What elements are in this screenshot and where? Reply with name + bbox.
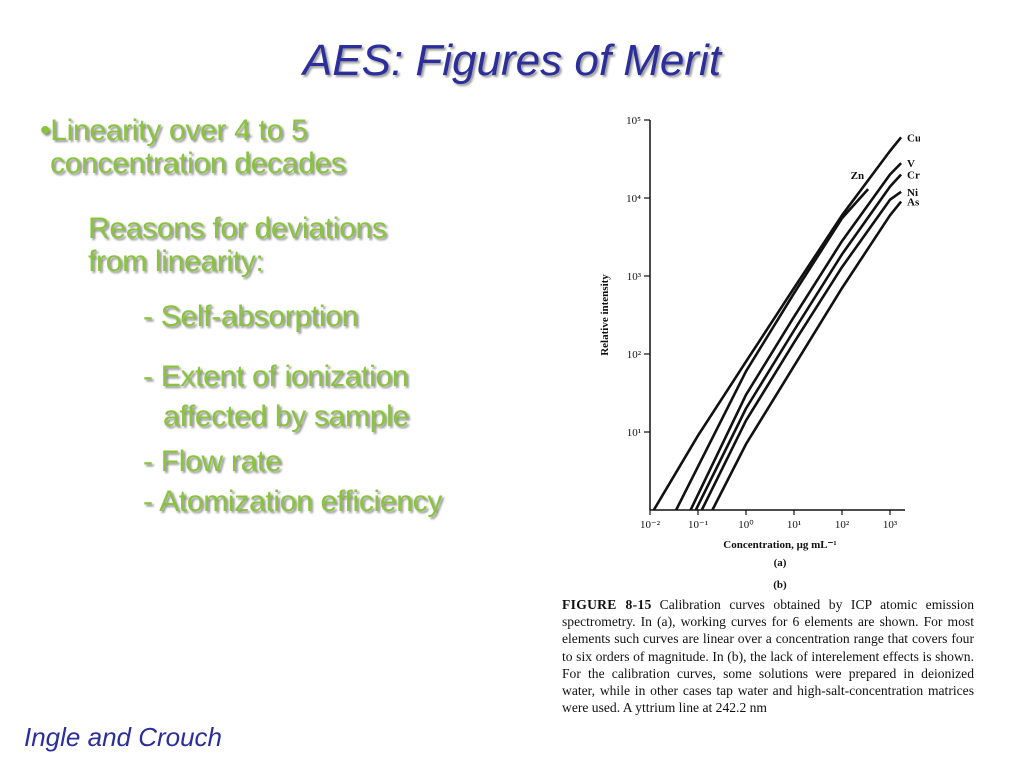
x-tick-label: 10⁰ <box>738 519 754 531</box>
y-tick-label: 10³ <box>627 271 642 283</box>
series-line-as <box>711 200 903 511</box>
x-axis-label: Concentration, μg mL⁻¹ <box>723 539 836 551</box>
slide-title: AES: Figures of Merit <box>302 36 722 85</box>
reasons-heading-line1: Reasons for deviations <box>88 212 387 245</box>
y-tick-label: 10⁴ <box>626 193 641 205</box>
x-tick-label: 10⁻² <box>640 519 661 531</box>
figure-caption: FIGURE 8-15 Calibration curves obtained b… <box>562 596 974 716</box>
series-label-ni: Ni <box>907 187 918 199</box>
y-tick-label: 10¹ <box>627 427 641 439</box>
x-tick-label: 10⁻¹ <box>688 519 708 531</box>
reason-ionization-line2: affected by sample <box>163 400 409 433</box>
series-label-zn: Zn <box>851 170 864 182</box>
series-label-v: V <box>907 158 915 170</box>
series-line-ni <box>700 190 902 511</box>
footer-citation: Ingle and Crouch <box>24 722 223 752</box>
reason-ionization-line1: - Extent of ionization <box>143 360 409 393</box>
chart-axes: 10¹ 10² 10³ 10⁴ 10⁵ 10⁻² 10⁻¹ 10⁰ 10¹ 10² 10³ <box>626 115 905 531</box>
reason-flow-rate: - Flow rate <box>143 445 282 478</box>
series-label-cu: Cu <box>907 132 920 144</box>
y-tick-label: 10⁵ <box>626 115 641 127</box>
reason-atomization: - Atomization efficiency <box>143 485 443 518</box>
y-tick-label: 10² <box>627 349 642 361</box>
bullet-linearity-line2: concentration decades <box>50 147 346 180</box>
panel-b-label: (b) <box>773 579 787 591</box>
series-line-v <box>689 162 903 511</box>
x-tick-label: 10¹ <box>787 519 801 531</box>
series-label-cr: Cr <box>907 170 920 182</box>
calibration-chart: 10¹ 10² 10³ 10⁴ 10⁵ 10⁻² 10⁻¹ 10⁰ 10¹ 10² 10³ Cu Zn… <box>599 115 920 591</box>
reasons-heading-line2: from linearity: <box>88 245 264 278</box>
x-tick-label: 10² <box>835 519 850 531</box>
panel-a-label: (a) <box>774 557 787 569</box>
series-label-as: As <box>907 197 920 209</box>
series-line-zn <box>674 188 870 511</box>
y-axis-label: Relative intensity <box>599 274 611 356</box>
series-line-cu <box>652 136 903 511</box>
reason-self-absorption: - Self-absorption <box>143 300 359 333</box>
bullet-list: •Linearity over 4 to 5 concentration dec… <box>0 0 560 560</box>
caption-text: Calibration curves obtained by ICP atomi… <box>562 597 975 716</box>
x-tick-label: 10³ <box>883 519 898 531</box>
series-line-cr <box>694 173 903 511</box>
bullet-linearity-line1: •Linearity over 4 to 5 <box>40 114 308 147</box>
caption-heading: FIGURE 8-15 <box>562 597 652 612</box>
